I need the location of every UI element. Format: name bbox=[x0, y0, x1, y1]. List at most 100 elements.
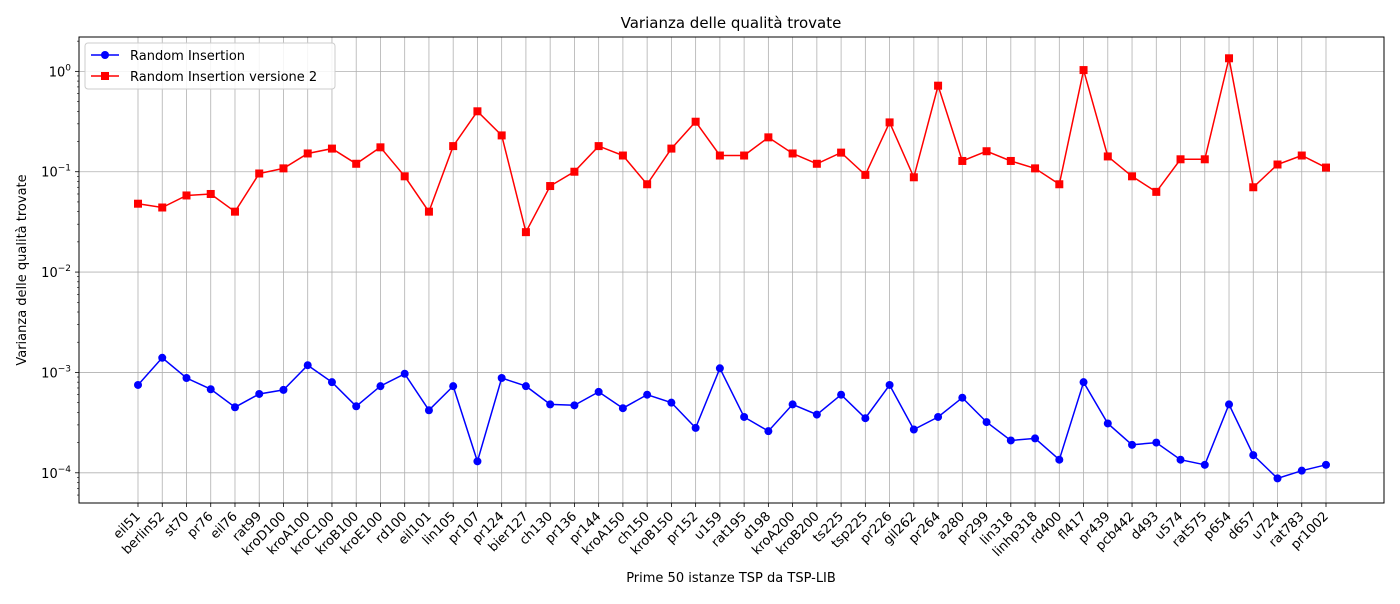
data-point bbox=[327, 378, 336, 387]
data-point bbox=[134, 199, 142, 208]
legend-label-random-insertion-v2: Random Insertion versione 2 bbox=[130, 70, 317, 85]
data-point bbox=[230, 207, 239, 216]
y-tick-label: 100 bbox=[49, 63, 72, 80]
data-point bbox=[182, 191, 191, 200]
data-point bbox=[376, 143, 385, 152]
data-point bbox=[1249, 451, 1258, 460]
data-point bbox=[497, 374, 506, 383]
data-point bbox=[885, 380, 894, 389]
data-point bbox=[1031, 434, 1040, 443]
data-point bbox=[1176, 455, 1185, 464]
y-tick-label: 10−3 bbox=[41, 364, 71, 381]
data-point bbox=[1297, 151, 1306, 160]
data-point bbox=[982, 418, 991, 427]
y-tick-label: 10−4 bbox=[41, 465, 71, 482]
data-point bbox=[546, 182, 555, 191]
legend-marker-random-insertion-v2 bbox=[101, 72, 109, 80]
data-point bbox=[279, 164, 288, 173]
data-point bbox=[594, 387, 603, 396]
data-point bbox=[1322, 460, 1330, 469]
data-point bbox=[594, 142, 603, 151]
data-point bbox=[206, 385, 215, 394]
series-line-1 bbox=[137, 58, 1327, 235]
legend-marker-random-insertion bbox=[101, 51, 109, 59]
data-point bbox=[206, 189, 215, 198]
data-point bbox=[400, 172, 409, 181]
data-point bbox=[352, 402, 361, 411]
data-point bbox=[1273, 474, 1282, 483]
chart-title: Varianza delle qualità trovate bbox=[621, 14, 842, 32]
data-point bbox=[715, 364, 724, 373]
data-point bbox=[764, 427, 773, 436]
data-point bbox=[691, 423, 700, 432]
x-axis-label: Prime 50 istanze TSP da TSP-LIB bbox=[626, 571, 836, 586]
data-point bbox=[352, 159, 361, 168]
data-point bbox=[1249, 183, 1258, 192]
data-point bbox=[643, 180, 652, 189]
data-point bbox=[958, 156, 967, 165]
data-point bbox=[449, 382, 458, 391]
data-point bbox=[473, 107, 482, 116]
data-point bbox=[134, 380, 142, 389]
series-line-0 bbox=[137, 356, 1327, 480]
data-point bbox=[1006, 156, 1015, 165]
data-point bbox=[182, 374, 191, 383]
x-ticks: eil51berlin52st70pr76eil76rat99kroD100kr… bbox=[111, 503, 1332, 560]
y-tick-label: 10−1 bbox=[41, 164, 71, 181]
y-axis-label: Varianza delle qualità trovate bbox=[15, 174, 30, 365]
data-point bbox=[764, 133, 773, 142]
data-point bbox=[1055, 180, 1064, 189]
x-tick-label: st70 bbox=[162, 509, 193, 540]
data-point bbox=[1297, 466, 1306, 475]
data-point bbox=[327, 144, 336, 153]
data-point bbox=[885, 118, 894, 127]
data-point bbox=[1225, 54, 1234, 63]
data-point bbox=[812, 159, 821, 168]
data-point bbox=[909, 425, 918, 434]
data-point bbox=[643, 390, 652, 399]
data-point bbox=[521, 382, 530, 391]
data-point bbox=[521, 228, 530, 237]
legend: Random Insertion Random Insertion versio… bbox=[84, 42, 336, 90]
data-point bbox=[812, 410, 821, 419]
data-point bbox=[279, 385, 288, 394]
data-point bbox=[788, 400, 797, 409]
data-point bbox=[158, 353, 167, 362]
plot-frame bbox=[78, 36, 1385, 504]
data-point bbox=[255, 389, 264, 398]
data-point bbox=[1200, 460, 1209, 469]
data-point bbox=[303, 149, 312, 158]
data-point bbox=[909, 173, 918, 182]
data-point bbox=[740, 151, 749, 160]
data-point bbox=[424, 207, 433, 216]
data-point bbox=[861, 170, 870, 179]
data-point bbox=[837, 148, 846, 157]
data-point bbox=[1128, 440, 1137, 449]
data-point bbox=[255, 169, 264, 178]
legend-label-random-insertion: Random Insertion bbox=[130, 49, 245, 64]
data-point bbox=[958, 393, 967, 402]
data-point bbox=[667, 398, 676, 407]
data-point bbox=[934, 81, 943, 90]
data-point bbox=[570, 167, 579, 176]
y-ticks: 10−4 10−3 10−2 10−1 100 bbox=[41, 40, 79, 496]
data-point bbox=[1031, 164, 1040, 173]
data-point bbox=[837, 390, 846, 399]
data-point bbox=[934, 412, 943, 421]
data-point bbox=[473, 457, 482, 466]
data-point bbox=[861, 414, 870, 423]
data-point bbox=[230, 403, 239, 412]
data-point bbox=[1103, 419, 1112, 428]
data-point bbox=[1273, 160, 1282, 169]
data-point bbox=[691, 117, 700, 126]
data-point bbox=[497, 131, 506, 140]
series-layer bbox=[134, 54, 1330, 483]
data-point bbox=[400, 369, 409, 378]
data-point bbox=[1225, 400, 1234, 409]
data-point bbox=[1152, 438, 1161, 447]
data-point bbox=[376, 382, 385, 391]
data-point bbox=[1152, 187, 1161, 196]
data-point bbox=[1176, 155, 1185, 164]
data-point bbox=[788, 149, 797, 158]
